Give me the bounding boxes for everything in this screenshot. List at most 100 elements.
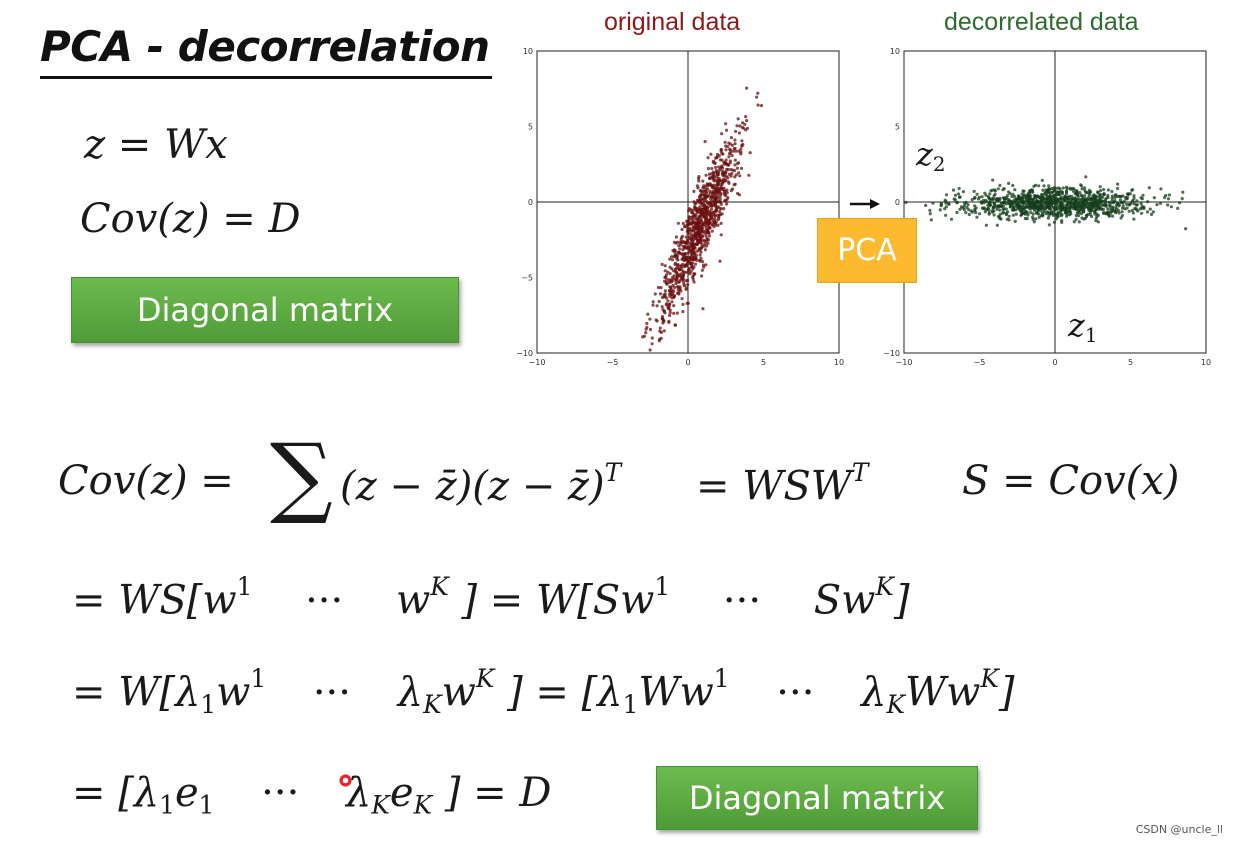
equation-z-equals-wx: z = Wx — [84, 122, 228, 168]
scatter-point — [1152, 196, 1156, 200]
scatter-point — [693, 217, 697, 221]
scatter-point — [1031, 215, 1035, 219]
scatter-point — [1060, 220, 1064, 224]
y-tick-label: −5 — [521, 274, 533, 283]
derivation-line-1-body: (z − z̄)(z − z̄)T — [340, 458, 622, 510]
scatter-point — [706, 166, 711, 171]
scatter-point — [949, 217, 954, 221]
scatter-point — [677, 280, 681, 284]
scatter-point — [1121, 206, 1125, 210]
scatter-point — [1064, 185, 1069, 189]
scatter-point — [719, 200, 723, 204]
scatter-point — [961, 190, 966, 194]
scatter-point — [677, 267, 681, 271]
scatter-point — [714, 189, 719, 193]
scatter-point — [675, 311, 679, 315]
laser-pointer-dot — [339, 774, 352, 787]
scatter-point — [718, 158, 723, 162]
scatter-point — [996, 197, 1001, 201]
scatter-point — [676, 221, 681, 225]
scatter-point — [928, 212, 932, 216]
scatter-point — [1015, 203, 1019, 207]
scatter-point — [719, 207, 723, 211]
scatter-point — [703, 220, 707, 224]
scatter-point — [1039, 196, 1044, 200]
scatter-point — [987, 202, 991, 206]
scatter-point — [1041, 188, 1045, 192]
scatter-point — [1004, 212, 1008, 216]
scatter-point — [745, 126, 750, 130]
watermark: CSDN @uncle_ll — [1135, 823, 1223, 836]
scatter-point — [1099, 206, 1103, 210]
scatter-point — [657, 299, 661, 304]
scatter-point — [1095, 214, 1099, 218]
scatter-point — [1045, 202, 1049, 206]
chart-title-decorrelated: decorrelated data — [944, 8, 1139, 36]
scatter-point — [1007, 214, 1011, 218]
scatter-point — [1134, 206, 1138, 211]
scatter-point — [709, 207, 714, 211]
scatter-point — [1125, 192, 1130, 196]
scatter-point — [1098, 193, 1102, 197]
scatter-point — [976, 197, 981, 201]
scatter-point — [995, 207, 999, 211]
scatter-point — [1120, 200, 1124, 204]
scatter-point — [991, 196, 996, 200]
scatter-point — [1166, 197, 1171, 201]
scatter-point — [980, 195, 984, 199]
scatter-point — [1083, 194, 1087, 198]
scatter-point — [1054, 193, 1058, 197]
scatter-point — [1077, 211, 1081, 215]
scatter-point — [1090, 201, 1094, 205]
scatter-point — [1005, 194, 1010, 198]
scatter-point — [1057, 211, 1061, 215]
scatter-point — [748, 151, 752, 155]
scatter-point — [1096, 191, 1100, 195]
scatter-point — [1180, 197, 1184, 201]
scatter-point — [1072, 220, 1076, 224]
scatter-point — [1029, 211, 1033, 215]
scatter-point — [701, 203, 705, 207]
scatter-point — [681, 310, 685, 314]
scatter-point — [708, 226, 712, 230]
scatter-point — [658, 329, 662, 333]
original-data-chart: −10 10 −5 5 0 0 5 −5 10 −10 — [516, 47, 844, 367]
scatter-point — [1037, 184, 1041, 188]
scatter-point — [708, 189, 712, 193]
x-tick-label: 5 — [761, 358, 766, 367]
scatter-point — [699, 250, 703, 254]
scatter-point — [1042, 210, 1046, 214]
scatter-point — [668, 272, 672, 276]
scatter-point — [1136, 209, 1140, 213]
scatter-point — [700, 223, 704, 227]
scatter-point — [1068, 194, 1072, 198]
scatter-point — [1011, 183, 1015, 188]
scatter-point — [674, 279, 678, 283]
scatter-point — [1055, 207, 1059, 211]
scatter-point — [660, 305, 664, 309]
scatter-point — [993, 192, 997, 196]
y-tick-label: 10 — [890, 47, 900, 56]
scatter-point — [702, 239, 707, 243]
scatter-point — [693, 262, 698, 266]
scatter-point — [1001, 207, 1005, 211]
scatter-point — [939, 201, 944, 205]
scatter-point — [1140, 211, 1144, 215]
scatter-point — [707, 218, 712, 222]
scatter-point — [701, 226, 705, 230]
scatter-point — [688, 226, 692, 230]
scatter-point — [1093, 200, 1097, 204]
scatter-point — [1014, 200, 1018, 204]
scatter-point — [1140, 197, 1144, 201]
scatter-point — [697, 247, 701, 251]
scatter-point — [987, 208, 991, 212]
scatter-point — [1135, 199, 1139, 203]
scatter-point — [687, 266, 692, 270]
chart-title-original: original data — [604, 8, 741, 36]
scatter-point — [739, 166, 744, 170]
scatter-point — [1056, 197, 1060, 201]
scatter-point — [696, 218, 700, 222]
scatter-point — [1011, 213, 1015, 217]
scatter-point — [1096, 203, 1100, 207]
scatter-point — [944, 213, 948, 217]
